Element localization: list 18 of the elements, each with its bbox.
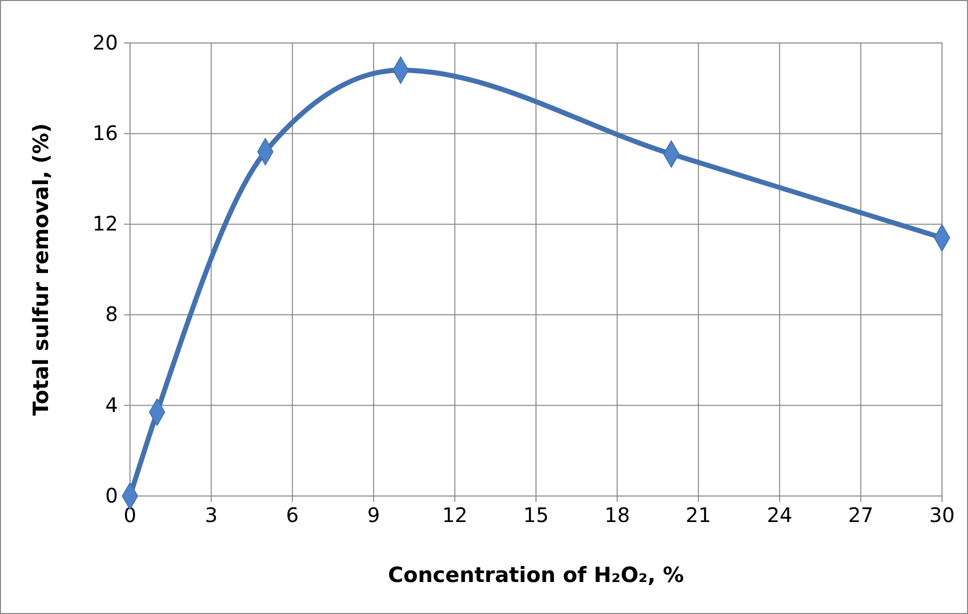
- y-axis-title: Total sulfur removal, (%): [29, 123, 53, 416]
- x-tick-label: 9: [367, 503, 380, 528]
- x-tick-label: 3: [204, 503, 218, 528]
- x-tick-label: 12: [442, 503, 468, 528]
- x-tick-label: 30: [929, 503, 955, 528]
- y-tick-label: 0: [105, 483, 118, 508]
- x-tick-label: 6: [286, 503, 299, 528]
- x-tick-label: 18: [604, 503, 630, 528]
- y-tick-label: 4: [105, 392, 118, 417]
- x-tick-label: 15: [523, 503, 549, 528]
- x-tick-label: 27: [848, 503, 874, 528]
- x-axis-title: Concentration of H₂O₂, %: [388, 563, 684, 587]
- y-tick-label: 8: [105, 302, 118, 326]
- x-tick-label: 24: [766, 503, 792, 528]
- y-tick-label: 20: [92, 30, 118, 54]
- x-tick-label: 21: [686, 503, 712, 528]
- y-tick-label: 16: [92, 121, 118, 145]
- y-tick-label: 12: [92, 212, 118, 236]
